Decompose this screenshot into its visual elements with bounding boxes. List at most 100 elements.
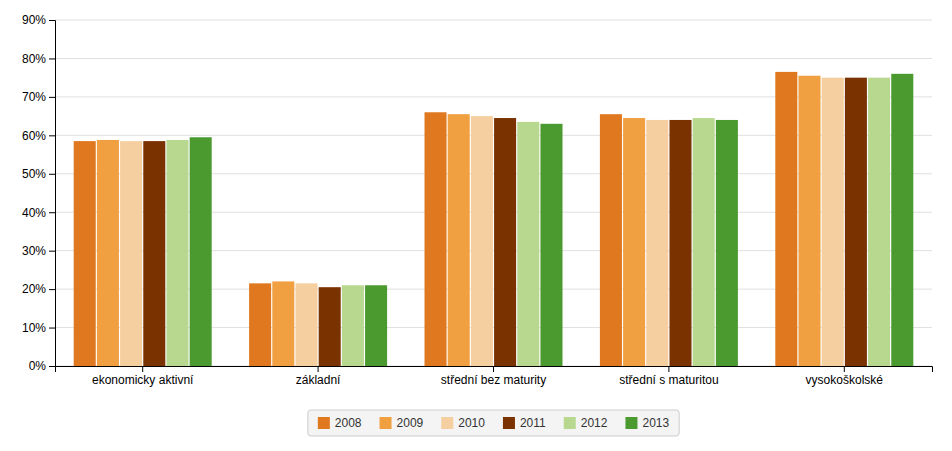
- bar: [342, 285, 364, 366]
- tick-label: vysokoškolské: [806, 373, 884, 387]
- bar: [424, 112, 446, 366]
- bar: [249, 283, 271, 366]
- tick-label: 20%: [22, 282, 46, 296]
- tick-label: střední s maturitou: [619, 373, 718, 387]
- tick-label: 40%: [22, 206, 46, 220]
- bar: [868, 78, 890, 366]
- legend-item: 2009: [380, 416, 424, 430]
- legend-label: 2011: [520, 416, 546, 430]
- legend-item: 2010: [441, 416, 485, 430]
- tick: základní: [296, 366, 341, 387]
- bar: [669, 120, 691, 366]
- tick-mark: [49, 328, 55, 329]
- grid: [55, 20, 932, 366]
- bar: [448, 114, 470, 366]
- bar: [120, 141, 142, 366]
- bar: [693, 118, 715, 366]
- tick: 60%: [22, 129, 55, 143]
- tick-label: 70%: [22, 90, 46, 104]
- bar: [319, 287, 341, 366]
- tick: střední s maturitou: [619, 366, 718, 387]
- legend-label: 2013: [642, 416, 669, 430]
- legend-swatch: [564, 417, 576, 429]
- axis-line: [49, 21, 56, 367]
- bar: [494, 118, 516, 366]
- tick-label: 60%: [22, 129, 46, 143]
- tick: ekonomicky aktivní: [92, 366, 194, 387]
- legend-label: 2012: [581, 416, 608, 430]
- tick-mark: [49, 212, 55, 213]
- tick: 30%: [22, 244, 55, 258]
- grid-line: [55, 58, 932, 59]
- bar: [775, 72, 797, 366]
- tick-label: 0%: [29, 359, 47, 373]
- tick: 50%: [22, 167, 55, 181]
- bar: [272, 281, 294, 366]
- tick-label: 10%: [22, 321, 46, 335]
- tick-mark: [49, 366, 55, 367]
- bar: [517, 122, 539, 366]
- bar: [623, 118, 645, 366]
- tick: 40%: [22, 206, 55, 220]
- tick-label: základní: [296, 373, 341, 387]
- bar-series: [166, 78, 890, 366]
- tick: 20%: [22, 282, 55, 296]
- legend-item: 2008: [318, 416, 362, 430]
- legend-swatch: [380, 417, 392, 429]
- tick-label: ekonomicky aktivní: [92, 373, 194, 387]
- bar: [365, 285, 387, 366]
- bar-series: [97, 76, 821, 366]
- tick-mark: [142, 366, 143, 372]
- tick-mark: [318, 366, 319, 372]
- legend-box: [308, 410, 679, 436]
- bar-series: [74, 72, 798, 366]
- legend-swatch: [318, 417, 330, 429]
- tick-mark: [668, 366, 669, 372]
- bar: [74, 141, 96, 366]
- legend-label: 2008: [335, 416, 362, 430]
- grid-line: [55, 20, 932, 21]
- legend-item: 2013: [625, 416, 669, 430]
- bar: [822, 78, 844, 366]
- tick-mark: [844, 366, 845, 372]
- x-axis: ekonomicky aktivní základní střední bez ma…: [56, 366, 933, 387]
- bar: [600, 114, 622, 366]
- bar: [845, 78, 867, 366]
- tick-mark: [49, 135, 55, 136]
- tick-mark: [49, 174, 55, 175]
- legend: 2008 2009 2010 2011 2012 2013: [308, 410, 679, 436]
- legend-item: 2011: [503, 416, 546, 430]
- legend-swatch: [625, 417, 637, 429]
- bar: [471, 116, 493, 366]
- tick-mark: [493, 366, 494, 372]
- legend-label: 2010: [458, 416, 485, 430]
- tick-mark: [49, 58, 55, 59]
- legend-swatch: [503, 417, 515, 429]
- bar: [166, 140, 188, 366]
- legend-label: 2009: [397, 416, 424, 430]
- plot: 0% 10% 20% 30% 40% 50% 60% 70% 80% 90% ekonomicky …: [22, 13, 933, 386]
- tick: 90%: [22, 13, 55, 27]
- tick-mark: [49, 289, 55, 290]
- y-axis: 0% 10% 20% 30% 40% 50% 60% 70% 80% 90%: [22, 13, 56, 373]
- bars: [74, 72, 914, 366]
- bar: [716, 120, 738, 366]
- bar: [646, 120, 668, 366]
- tick-label: 30%: [22, 244, 46, 258]
- tick: vysokoškolské: [806, 366, 884, 387]
- bar: [295, 283, 317, 366]
- tick-label: 90%: [22, 13, 46, 27]
- tick-mark: [49, 97, 55, 98]
- axis-line: [56, 367, 933, 373]
- bar: [798, 76, 820, 366]
- tick-label: 80%: [22, 52, 46, 66]
- tick-mark: [49, 20, 55, 21]
- bar: [891, 74, 913, 366]
- bar: [143, 141, 165, 366]
- tick: 0%: [29, 359, 55, 373]
- bar-series: [120, 78, 844, 366]
- tick: střední bez maturity: [441, 366, 546, 387]
- legend-item: 2012: [564, 416, 608, 430]
- tick: 10%: [22, 321, 55, 335]
- tick: 70%: [22, 90, 55, 104]
